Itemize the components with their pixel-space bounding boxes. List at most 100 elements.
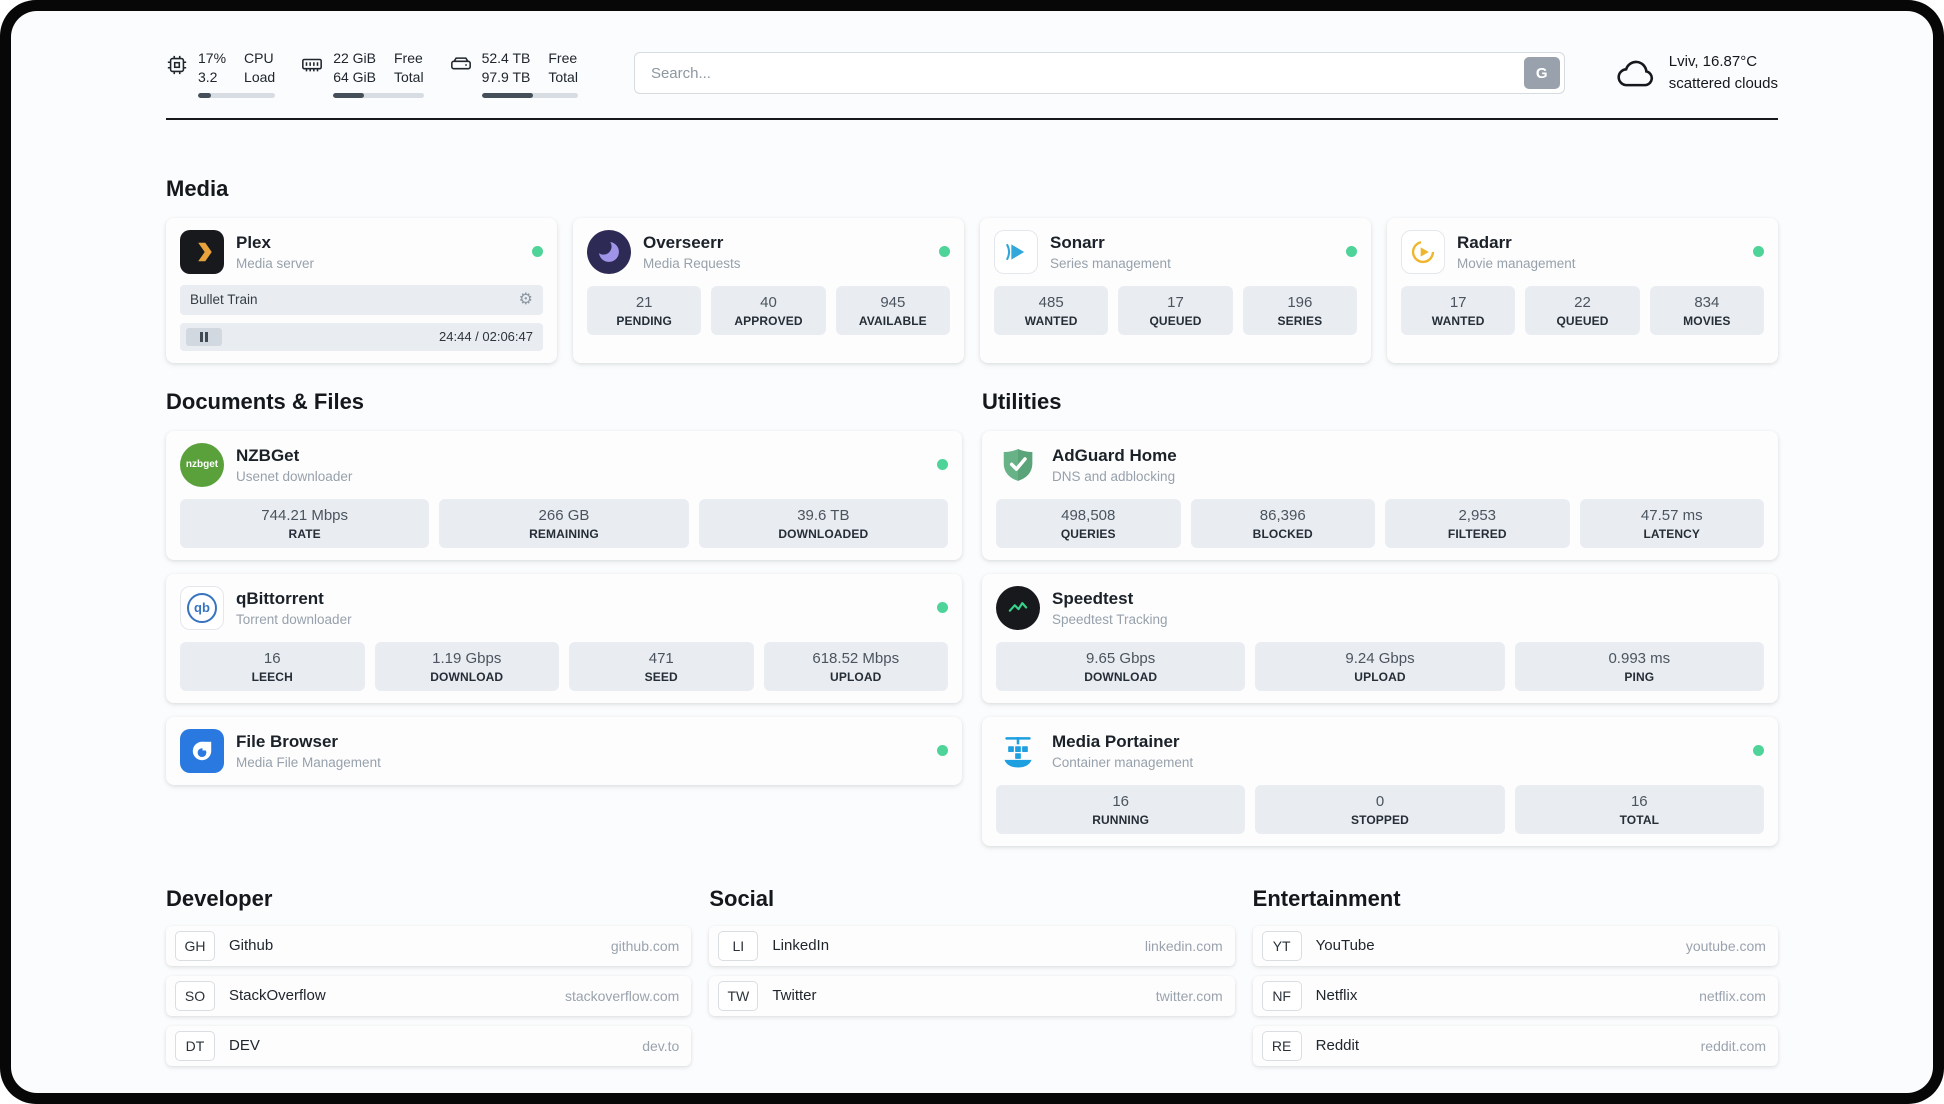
- bookmark-twitter[interactable]: TW Twitter twitter.com: [709, 975, 1235, 1016]
- ram-icon: [302, 58, 323, 72]
- stat-running: 16 RUNNING: [996, 784, 1246, 834]
- app-link-portainer[interactable]: Media Portainer Container management: [996, 729, 1764, 773]
- filebrowser-icon: [180, 728, 224, 773]
- speedtest-icon: [996, 585, 1040, 630]
- stat-pending: 21 PENDING: [587, 285, 702, 335]
- bookmark-reddit[interactable]: RE Reddit reddit.com: [1252, 1025, 1778, 1066]
- bookmark-url: linkedin.com: [1144, 937, 1223, 954]
- app-card-overseerr: Overseerr Media Requests 21 PENDING 40 A…: [573, 217, 964, 363]
- stat-queued: 22 QUEUED: [1525, 285, 1640, 335]
- disk-usage-widget: 52.4 TB Free 97.9 TB Total: [450, 49, 578, 98]
- bookmark-name: StackOverflow: [229, 987, 326, 1005]
- app-desc: DNS and adblocking: [1052, 468, 1176, 484]
- weather-condition: scattered clouds: [1668, 75, 1778, 93]
- status-dot: [937, 602, 948, 614]
- status-dot: [1346, 246, 1357, 258]
- stat-wanted: 485 WANTED: [994, 285, 1109, 335]
- bookmark-netflix[interactable]: NF Netflix netflix.com: [1252, 975, 1778, 1016]
- cpu-icon: [167, 55, 187, 75]
- section-title-social: Social: [709, 885, 775, 911]
- app-card-radarr: Radarr Movie management 17 WANTED 22 QUE…: [1387, 217, 1778, 363]
- app-card-plex: Plex Media server Bullet Train ⚙ 24:44 /…: [166, 217, 557, 363]
- stat-wanted: 17 WANTED: [1401, 285, 1516, 335]
- section-title-utilities: Utilities: [982, 388, 1062, 414]
- search-engine-button[interactable]: G: [1523, 57, 1560, 90]
- stat-available: 945 AVAILABLE: [835, 285, 950, 335]
- cloud-icon: [1617, 61, 1653, 87]
- disk-free-value: 52.4 TB: [481, 50, 531, 66]
- app-name: Media Portainer: [1052, 731, 1180, 751]
- stat-rate: 744.21 Mbps RATE: [180, 498, 430, 548]
- app-link-plex[interactable]: Plex Media server: [180, 229, 543, 274]
- app-card-qbittorrent: qb qBittorrent Torrent downloader 16 LEE…: [166, 573, 962, 703]
- app-link-sonarr[interactable]: Sonarr Series management: [994, 229, 1357, 274]
- stat-upload: 618.52 Mbps UPLOAD: [763, 641, 948, 691]
- bookmark-name: Reddit: [1315, 1037, 1360, 1055]
- bookmark-stackoverflow[interactable]: SO StackOverflow stackoverflow.com: [166, 975, 692, 1016]
- search-input[interactable]: [633, 52, 1565, 95]
- app-link-speedtest[interactable]: Speedtest Speedtest Tracking: [996, 585, 1764, 630]
- bookmark-abbr: RE: [1261, 1030, 1302, 1061]
- section-title-media: Media: [166, 175, 229, 201]
- bookmark-dev[interactable]: DT DEV dev.to: [166, 1025, 692, 1066]
- app-link-radarr[interactable]: Radarr Movie management: [1401, 229, 1764, 274]
- bookmark-url: stackoverflow.com: [564, 987, 680, 1004]
- app-card-adguard: AdGuard Home DNS and adblocking 498,508 …: [982, 430, 1778, 560]
- bookmark-url: github.com: [610, 937, 680, 954]
- status-dot: [937, 745, 948, 757]
- status-dot: [937, 459, 948, 471]
- pause-icon: [200, 331, 208, 342]
- app-name: Speedtest: [1052, 588, 1134, 608]
- ram-total-label: Total: [394, 68, 424, 85]
- player-row: 24:44 / 02:06:47: [180, 322, 543, 351]
- disk-free-label: Free: [548, 50, 578, 66]
- bookmark-linkedin[interactable]: LI LinkedIn linkedin.com: [709, 925, 1235, 966]
- app-desc: Media server: [236, 255, 315, 271]
- bookmark-youtube[interactable]: YT YouTube youtube.com: [1252, 925, 1778, 966]
- app-name: File Browser: [236, 731, 339, 751]
- nzbget-icon: nzbget: [180, 442, 224, 487]
- stat-leech: 16 LEECH: [180, 641, 365, 691]
- plex-icon: [180, 229, 224, 274]
- radarr-icon: [1401, 229, 1445, 274]
- app-card-portainer: Media Portainer Container management 16 …: [982, 716, 1778, 846]
- pause-button[interactable]: [186, 327, 222, 346]
- app-name: Plex: [236, 232, 271, 252]
- ram-usage-widget: 22 GiB Free 64 GiB Total: [301, 49, 424, 98]
- app-link-adguard[interactable]: AdGuard Home DNS and adblocking: [996, 443, 1764, 487]
- adguard-icon: [996, 443, 1040, 487]
- bookmark-github[interactable]: GH Github github.com: [166, 925, 692, 966]
- bookmark-name: Twitter: [772, 987, 817, 1005]
- ram-total-value: 64 GiB: [333, 68, 376, 85]
- disk-icon: [450, 57, 471, 70]
- developer-column: Developer GH Github github.com SO StackO…: [166, 886, 692, 1066]
- status-dot: [1753, 246, 1764, 258]
- portainer-icon: [996, 729, 1040, 773]
- stat-latency: 47.57 ms LATENCY: [1579, 498, 1764, 548]
- stat-seed: 471 SEED: [569, 641, 754, 691]
- disk-total-label: Total: [548, 68, 578, 85]
- bookmark-name: Github: [229, 937, 274, 955]
- status-dot: [939, 246, 950, 258]
- utilities-column: Utilities AdGuard Home: [982, 389, 1778, 846]
- status-dot: [532, 246, 543, 258]
- stats-row: 17 WANTED 22 QUEUED 834 MOVIES: [1401, 285, 1764, 335]
- bookmark-url: twitter.com: [1155, 987, 1223, 1004]
- bookmark-abbr: LI: [718, 930, 759, 961]
- gear-icon[interactable]: ⚙: [518, 290, 533, 308]
- stat-stopped: 0 STOPPED: [1255, 784, 1505, 834]
- app-link-overseerr[interactable]: Overseerr Media Requests: [587, 229, 950, 274]
- app-link-filebrowser[interactable]: File Browser Media File Management: [180, 728, 948, 773]
- stats-row: 744.21 Mbps RATE 266 GB REMAINING 39.6 T…: [180, 498, 948, 548]
- bookmark-abbr: YT: [1261, 930, 1302, 961]
- app-card-nzbget: nzbget NZBGet Usenet downloader 744.21 M…: [166, 430, 962, 560]
- app-link-nzbget[interactable]: nzbget NZBGet Usenet downloader: [180, 442, 948, 487]
- header-divider: [166, 117, 1778, 120]
- bookmark-name: LinkedIn: [772, 937, 830, 955]
- bookmark-abbr: NF: [1261, 980, 1302, 1011]
- app-desc: Speedtest Tracking: [1052, 611, 1168, 627]
- app-name: qBittorrent: [236, 588, 324, 608]
- app-link-qbittorrent[interactable]: qb qBittorrent Torrent downloader: [180, 585, 948, 630]
- stat-upload: 9.24 Gbps UPLOAD: [1255, 641, 1505, 691]
- media-grid: Plex Media server Bullet Train ⚙ 24:44 /…: [166, 217, 1778, 363]
